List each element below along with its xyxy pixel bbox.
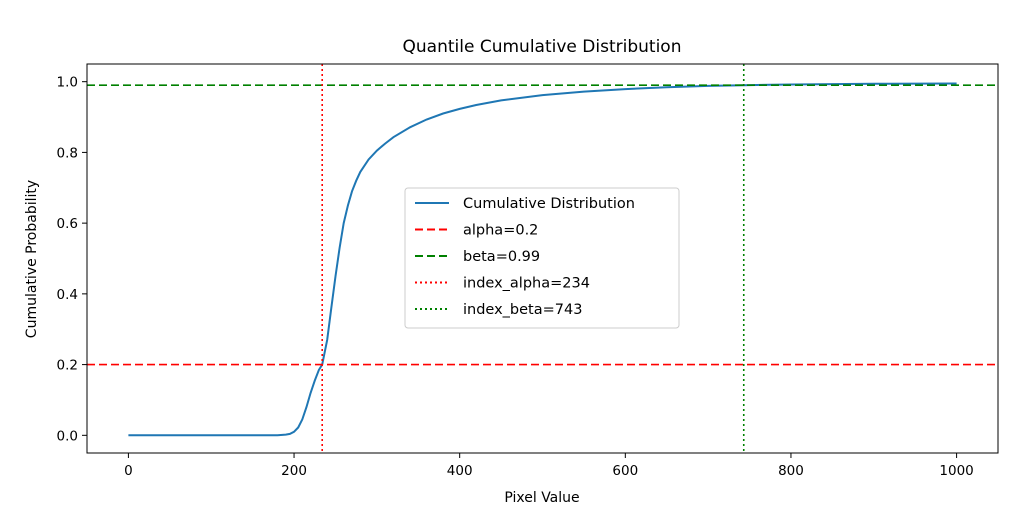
y-tick-label: 0.8: [57, 145, 78, 161]
y-tick-label: 0.2: [57, 358, 78, 374]
plot-frame: [86, 63, 999, 454]
y-tick-label: 0.0: [57, 428, 78, 444]
legend-label: Cumulative Distribution: [463, 196, 635, 212]
x-tick-label: 0: [124, 463, 133, 479]
plot-area: [87, 64, 998, 453]
legend: Cumulative Distribution alpha=0.2 beta=0.9…: [404, 187, 680, 329]
y-tick-label: 0.4: [57, 287, 78, 303]
x-axis: 0 200 400 600 800 1000: [124, 453, 974, 479]
legend-label: index_alpha=234: [463, 276, 590, 292]
y-axis: 0.0 0.2 0.4 0.6 0.8 1.0: [57, 75, 87, 444]
legend-label: alpha=0.2: [463, 223, 538, 239]
legend-box: [404, 187, 680, 329]
x-tick-label: 200: [281, 463, 307, 479]
x-tick-label: 600: [612, 463, 638, 479]
y-tick-label: 1.0: [57, 75, 78, 91]
series-line-cumulative-distribution: [128, 82, 957, 437]
chart-title: Quantile Cumulative Distribution: [403, 37, 682, 57]
x-tick-label: 1000: [939, 463, 973, 479]
y-axis-label: Cumulative Probability: [24, 180, 40, 338]
legend-label: index_beta=743: [463, 302, 582, 318]
legend-label: beta=0.99: [463, 249, 540, 265]
x-tick-label: 400: [447, 463, 473, 479]
y-tick-label: 0.6: [57, 216, 78, 232]
x-axis-label: Pixel Value: [504, 490, 579, 506]
x-tick-label: 800: [778, 463, 804, 479]
